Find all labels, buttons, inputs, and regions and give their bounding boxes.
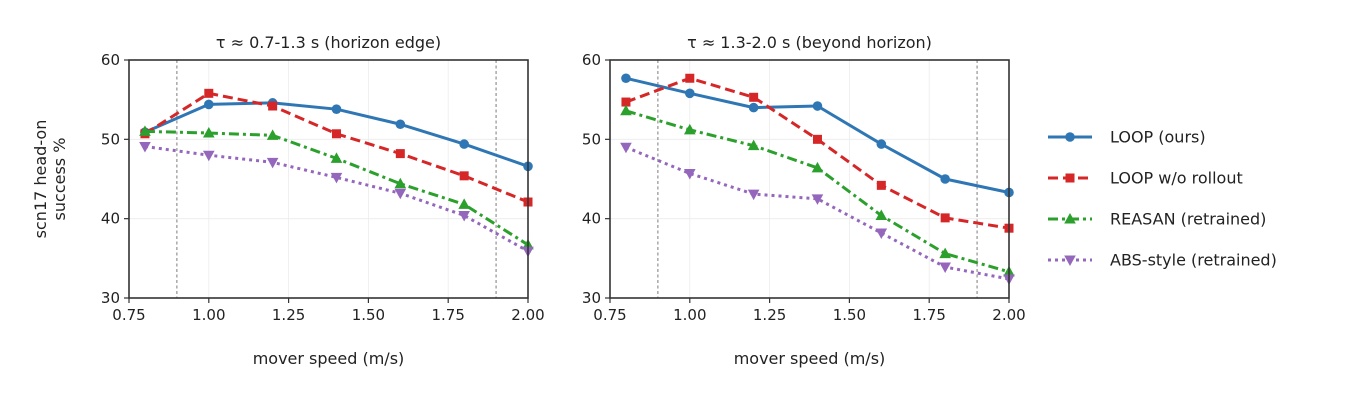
data-point — [459, 139, 469, 149]
data-point — [811, 161, 824, 173]
data-point — [331, 104, 342, 114]
legend-label: ABS-style (retrained) — [1110, 251, 1277, 270]
y-tick-label: 30 — [101, 289, 120, 307]
data-point — [203, 126, 215, 138]
data-point — [875, 228, 888, 239]
legend-marker — [1064, 255, 1076, 266]
data-point — [940, 174, 950, 184]
legend-label: REASAN (retrained) — [1110, 210, 1266, 229]
data-point — [685, 88, 695, 99]
data-point — [939, 262, 951, 274]
legend-label: LOOP (ours) — [1110, 128, 1206, 147]
data-point — [204, 99, 214, 110]
series-line — [625, 76, 1010, 230]
data-point — [330, 152, 343, 163]
data-point — [268, 101, 278, 111]
legend-label: LOOP w/o rollout — [1110, 169, 1243, 188]
data-point — [331, 129, 341, 139]
x-tick-label: 1.25 — [272, 306, 305, 324]
plot-frame — [609, 59, 1010, 299]
series-abs-style-retrained — [139, 141, 534, 258]
data-point — [684, 123, 696, 135]
data-point — [812, 134, 822, 144]
data-point — [748, 102, 759, 113]
y-tick-label: 50 — [101, 130, 120, 148]
data-point — [876, 180, 886, 190]
x-axis-label: mover speed (m/s) — [734, 349, 886, 368]
legend-marker — [1065, 173, 1075, 183]
x-tick-label: 1.00 — [192, 306, 225, 324]
x-tick-label: 0.75 — [593, 306, 626, 324]
data-point — [875, 209, 888, 220]
y-tick-label: 40 — [582, 210, 601, 228]
x-tick-label: 1.50 — [833, 306, 866, 324]
series-loop-w-o-rollout — [621, 73, 1014, 233]
data-point — [812, 101, 823, 111]
data-point — [458, 198, 470, 209]
legend-item: ABS-style (retrained) — [1048, 251, 1277, 270]
y-axis-label-line: scn17 head-on — [31, 120, 50, 239]
series-line — [144, 129, 529, 247]
data-point — [266, 129, 279, 140]
y-axis-label: scn17 head-onsuccess % — [31, 120, 69, 239]
data-point — [395, 119, 406, 130]
x-tick-label: 0.75 — [112, 306, 145, 324]
y-tick-label: 50 — [582, 130, 601, 148]
data-point — [685, 73, 695, 83]
chart-title: τ ≈ 1.3-2.0 s (beyond horizon) — [687, 33, 932, 52]
series-reasan-retrained — [139, 125, 534, 250]
data-point — [458, 210, 470, 222]
data-point — [620, 142, 632, 154]
x-tick-label: 2.00 — [992, 306, 1025, 324]
data-point — [939, 247, 951, 259]
y-tick-label: 60 — [101, 51, 120, 69]
data-point — [204, 88, 214, 98]
y-axis-label-line: success % — [50, 138, 69, 221]
x-axis-label: mover speed (m/s) — [253, 349, 405, 368]
x-tick-label: 1.75 — [912, 306, 945, 324]
data-point — [684, 168, 696, 180]
y-tick-label: 40 — [101, 210, 120, 228]
chart-panel-1: 0.75 1.00 1.25 1.50 1.75 2.00 30 40 50 60 τ ≈ 0.7-… — [31, 33, 545, 368]
data-point — [459, 171, 469, 181]
data-point — [876, 139, 887, 149]
legend: LOOP (ours) LOOP w/o rollout REASAN (retra… — [1048, 128, 1277, 270]
legend-marker — [1065, 132, 1075, 142]
series-reasan-retrained — [620, 104, 1015, 277]
data-point — [621, 97, 631, 107]
data-point — [621, 73, 631, 84]
series-loop-ours — [621, 73, 1014, 198]
y-tick-label: 60 — [582, 51, 601, 69]
x-tick-label: 1.50 — [352, 306, 385, 324]
legend-item: LOOP (ours) — [1048, 128, 1206, 147]
y-tick-label: 30 — [582, 289, 601, 307]
x-tick-label: 1.75 — [431, 306, 464, 324]
data-point — [811, 194, 824, 205]
data-point — [940, 213, 950, 223]
plot-frame — [128, 59, 529, 299]
data-point — [266, 157, 279, 169]
data-point — [139, 141, 151, 153]
chart-panels: 0.75 1.00 1.25 1.50 1.75 2.00 30 40 50 60 τ ≈ 0.7-… — [31, 33, 1026, 368]
data-point — [620, 104, 632, 116]
legend-item: LOOP w/o rollout — [1048, 169, 1243, 188]
data-point — [139, 125, 151, 136]
x-tick-label: 1.25 — [753, 306, 786, 324]
data-point — [330, 172, 343, 184]
data-point — [747, 189, 760, 201]
chart-panel-2: 0.75 1.00 1.25 1.50 1.75 2.00 30 40 50 60 τ ≈ 1.3-… — [582, 33, 1026, 368]
legend-marker — [1064, 213, 1076, 224]
legend-item: REASAN (retrained) — [1048, 210, 1266, 229]
x-tick-label: 2.00 — [511, 306, 544, 324]
data-point — [747, 139, 760, 151]
x-tick-label: 1.00 — [673, 306, 706, 324]
data-point — [394, 177, 407, 189]
data-point — [394, 188, 407, 200]
data-point — [203, 150, 215, 162]
chart-title: τ ≈ 0.7-1.3 s (horizon edge) — [216, 33, 441, 52]
data-point — [749, 92, 759, 102]
data-point — [395, 149, 405, 159]
